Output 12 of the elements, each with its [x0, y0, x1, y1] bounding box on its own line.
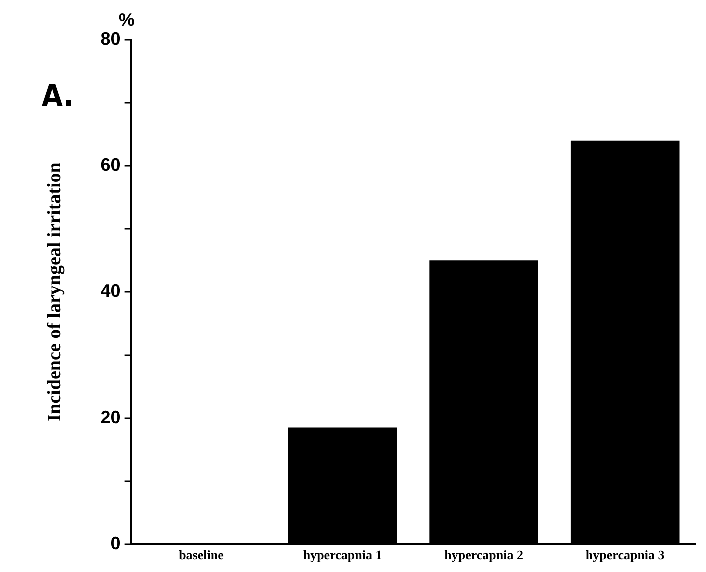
text: A.	[42, 79, 74, 114]
text: %	[118, 10, 135, 30]
x-tick-label: baseline	[179, 548, 224, 563]
y-tick-label: 20	[100, 407, 121, 428]
y-tick-label: 40	[100, 281, 121, 302]
y-tick-label: 60	[100, 155, 121, 176]
y-tick-label: 80	[100, 28, 121, 49]
y-axis-title: Incidence of laryngeal irritation	[44, 162, 66, 422]
x-tick-label: hypercapnia 3	[586, 548, 666, 563]
x-tick-label: hypercapnia 2	[444, 548, 524, 563]
x-tick-label: hypercapnia 1	[303, 548, 382, 563]
y-tick-label: 0	[110, 533, 121, 554]
